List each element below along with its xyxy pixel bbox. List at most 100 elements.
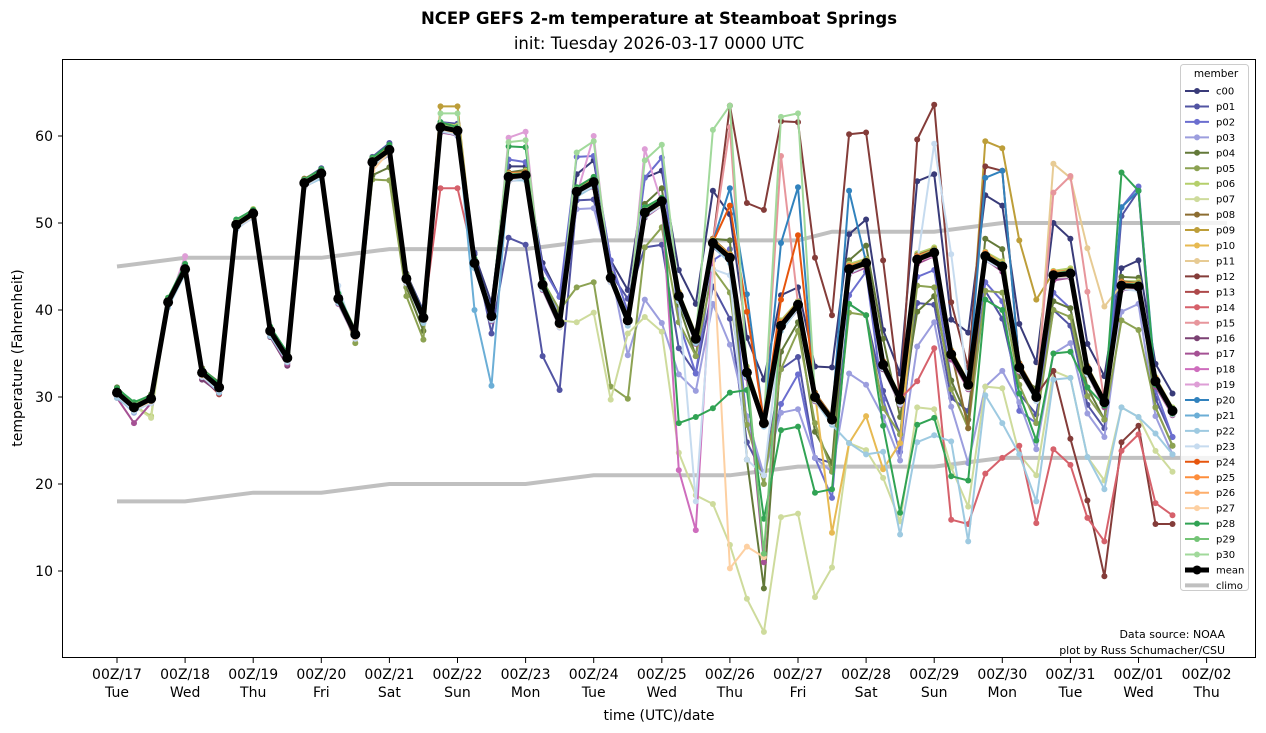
point-p09 bbox=[999, 145, 1006, 152]
point-mean bbox=[810, 392, 820, 402]
point-p05 bbox=[624, 395, 631, 402]
x-tick-label-day: Fri bbox=[790, 685, 807, 701]
point-mean bbox=[588, 177, 599, 188]
x-tick-label-time: 00Z/27 bbox=[773, 667, 823, 683]
point-mean bbox=[265, 325, 276, 336]
y-tick-label: 30 bbox=[35, 390, 53, 406]
point-p14 bbox=[1033, 520, 1040, 527]
x-tick-label-time: 00Z/20 bbox=[296, 667, 346, 683]
point-mean bbox=[776, 320, 786, 331]
legend-label: p27 bbox=[1216, 504, 1235, 515]
legend-box bbox=[1180, 64, 1249, 591]
point-p12 bbox=[863, 129, 870, 136]
point-p28 bbox=[880, 422, 887, 429]
point-p12 bbox=[760, 206, 767, 213]
point-c00 bbox=[1084, 340, 1091, 347]
point-p03 bbox=[863, 381, 870, 388]
x-tick-label-day: Wed bbox=[170, 685, 201, 701]
point-c00 bbox=[1169, 390, 1176, 397]
legend-marker bbox=[1194, 458, 1200, 465]
point-c00 bbox=[675, 267, 682, 273]
point-p05 bbox=[812, 420, 818, 427]
legend-entry-climo: climo bbox=[1185, 581, 1243, 592]
point-p24 bbox=[778, 296, 784, 303]
point-mean bbox=[1065, 268, 1076, 279]
point-p28 bbox=[948, 473, 955, 480]
point-c00 bbox=[1016, 320, 1023, 327]
point-c00 bbox=[999, 202, 1006, 209]
legend-marker bbox=[1194, 397, 1200, 403]
point-p24 bbox=[743, 308, 750, 315]
x-tick-label-day: Tue bbox=[1057, 685, 1082, 701]
legend-label: p03 bbox=[1216, 133, 1235, 144]
legend-marker bbox=[1194, 134, 1200, 141]
point-p12 bbox=[829, 312, 835, 319]
point-p07 bbox=[760, 628, 767, 635]
point-p03 bbox=[1101, 434, 1108, 440]
point-p05 bbox=[573, 284, 580, 291]
point-p12 bbox=[846, 131, 853, 138]
point-p07 bbox=[1033, 472, 1040, 479]
point-p22 bbox=[1101, 486, 1108, 493]
point-p14 bbox=[1101, 538, 1108, 545]
point-mean bbox=[418, 312, 429, 323]
point-p03 bbox=[641, 296, 648, 303]
point-p02 bbox=[778, 401, 784, 407]
point-p11 bbox=[1084, 245, 1091, 252]
point-c00 bbox=[846, 231, 853, 238]
x-tick-label-time: 00Z/30 bbox=[977, 667, 1027, 683]
legend: member c00 p01 p02 p03 p04 p05 p06 p07 p08 p09 p10… bbox=[1180, 64, 1249, 592]
point-p03 bbox=[897, 457, 904, 464]
point-p22 bbox=[1152, 430, 1159, 437]
point-p04 bbox=[760, 585, 767, 592]
legend-label: p05 bbox=[1216, 164, 1235, 175]
point-p30 bbox=[726, 102, 733, 109]
legend-marker bbox=[1194, 489, 1200, 496]
legend-marker bbox=[1194, 443, 1200, 450]
point-p07 bbox=[743, 595, 750, 602]
legend-marker bbox=[1194, 165, 1200, 172]
point-p20 bbox=[795, 184, 801, 191]
point-p04 bbox=[863, 242, 870, 249]
legend-label: p08 bbox=[1216, 210, 1235, 221]
legend-label: p11 bbox=[1216, 256, 1235, 267]
point-p23 bbox=[948, 251, 955, 258]
point-mean bbox=[1048, 270, 1059, 281]
point-p30 bbox=[709, 126, 716, 133]
point-p01 bbox=[658, 241, 665, 248]
legend-marker bbox=[1194, 118, 1200, 125]
x-tick-label-time: 00Z/19 bbox=[228, 667, 278, 683]
point-p03 bbox=[624, 352, 631, 359]
point-p07 bbox=[812, 594, 818, 601]
point-mean bbox=[112, 387, 122, 398]
point-p03 bbox=[1033, 446, 1040, 453]
point-mean bbox=[1150, 376, 1161, 387]
point-mean bbox=[997, 261, 1008, 272]
point-p05 bbox=[931, 284, 938, 291]
x-axis-label: time (UTC)/date bbox=[603, 708, 714, 724]
legend-marker bbox=[1194, 319, 1200, 326]
point-p01 bbox=[795, 354, 801, 360]
point-p05 bbox=[1135, 327, 1142, 333]
point-mean bbox=[520, 170, 531, 181]
legend-entry-p23: p23 bbox=[1185, 442, 1235, 453]
point-mean bbox=[571, 186, 582, 197]
y-tick-label: 50 bbox=[35, 216, 53, 232]
point-mean bbox=[793, 299, 803, 310]
legend-label: p20 bbox=[1216, 396, 1235, 407]
point-p03 bbox=[846, 370, 853, 377]
point-mean bbox=[622, 315, 633, 326]
point-p20 bbox=[778, 240, 784, 246]
point-p14 bbox=[437, 185, 444, 192]
point-mean bbox=[299, 178, 310, 188]
point-p28 bbox=[863, 312, 870, 319]
legend-marker bbox=[1192, 565, 1202, 575]
point-p22 bbox=[1118, 404, 1125, 411]
point-p09 bbox=[1033, 296, 1040, 303]
point-p15 bbox=[1067, 173, 1074, 179]
point-p23 bbox=[692, 498, 699, 505]
legend-entry-p24: p24 bbox=[1185, 457, 1235, 468]
point-p12 bbox=[1118, 439, 1125, 446]
point-mean bbox=[827, 414, 837, 425]
point-p30 bbox=[522, 137, 529, 144]
